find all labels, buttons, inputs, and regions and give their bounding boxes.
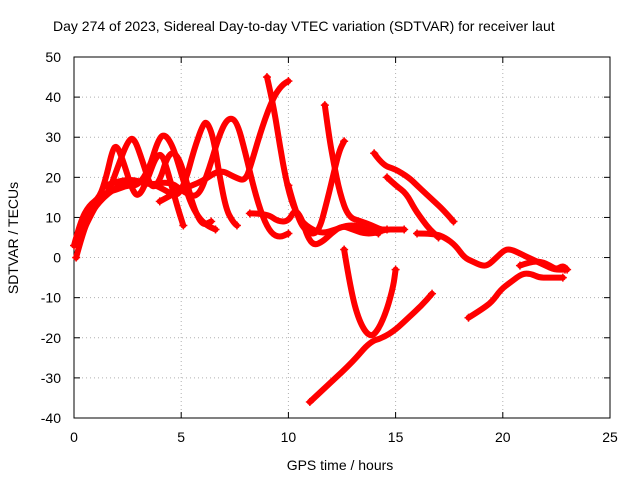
series-marker [383,225,392,234]
series-marker [284,77,293,86]
series-marker [391,265,400,274]
series-marker [245,209,254,218]
series-marker [464,313,473,322]
x-tick-label: 25 [602,429,618,445]
grid [74,57,610,418]
series-arc-5 [103,115,292,240]
series-marker [78,221,87,230]
data-series [70,73,572,406]
y-tick-label: -30 [41,370,61,386]
series-arc-16 [465,270,566,321]
y-tick-label: 0 [53,250,61,266]
plot-frame [73,56,611,419]
x-tick-label: 20 [495,429,511,445]
series-marker [515,261,524,270]
series-marker [413,229,422,238]
series-marker [305,397,314,406]
series-marker [284,229,293,238]
series-marker [370,149,379,158]
series-marker [74,237,83,246]
series-marker [558,273,567,282]
series-marker [383,173,392,182]
series-marker [449,217,458,226]
series-arc-11 [306,290,435,405]
x-tick-label: 15 [388,429,404,445]
series-marker [207,217,216,226]
y-tick-label: 30 [45,129,61,145]
x-tick-label: 10 [281,429,297,445]
y-tick-label: 50 [45,49,61,65]
series-marker [563,265,572,274]
series-arc-17 [517,258,571,273]
y-tick-label: -20 [41,330,61,346]
series-arc-14 [384,174,442,241]
series-arc-13 [371,150,457,225]
series-marker [72,253,81,262]
y-axis-title: SDTVAR / TECUs [5,182,21,294]
series-marker [340,137,349,146]
series-marker [232,221,241,230]
chart-title: Day 274 of 2023, Sidereal Day-to-day VTE… [53,18,555,34]
series-marker [262,73,271,82]
series-marker [179,221,188,230]
x-tick-label: 5 [177,429,185,445]
series-marker [211,225,220,234]
x-axis-title: GPS time / hours [287,457,394,473]
y-tick-label: 10 [45,209,61,225]
x-tick-label: 0 [70,429,78,445]
series-marker [155,197,164,206]
series-marker [284,181,293,190]
y-tick-label: -40 [41,410,61,426]
series-marker [102,181,111,190]
axis-ticks: 0 5 10 15 20 25 -40 -30 -20 -10 0 10 20 30 40 50 [41,49,618,445]
y-tick-label: -10 [41,290,61,306]
y-tick-label: 20 [45,169,61,185]
series-arc-4 [79,119,240,229]
series-marker [428,289,437,298]
series-arc-9 [285,138,348,237]
y-tick-label: 40 [45,89,61,105]
series-marker [400,225,409,234]
series-arc-10 [321,102,390,233]
series-arc-12 [341,246,399,339]
series-marker [340,245,349,254]
series-arc-8 [264,74,382,237]
series-marker [320,101,329,110]
